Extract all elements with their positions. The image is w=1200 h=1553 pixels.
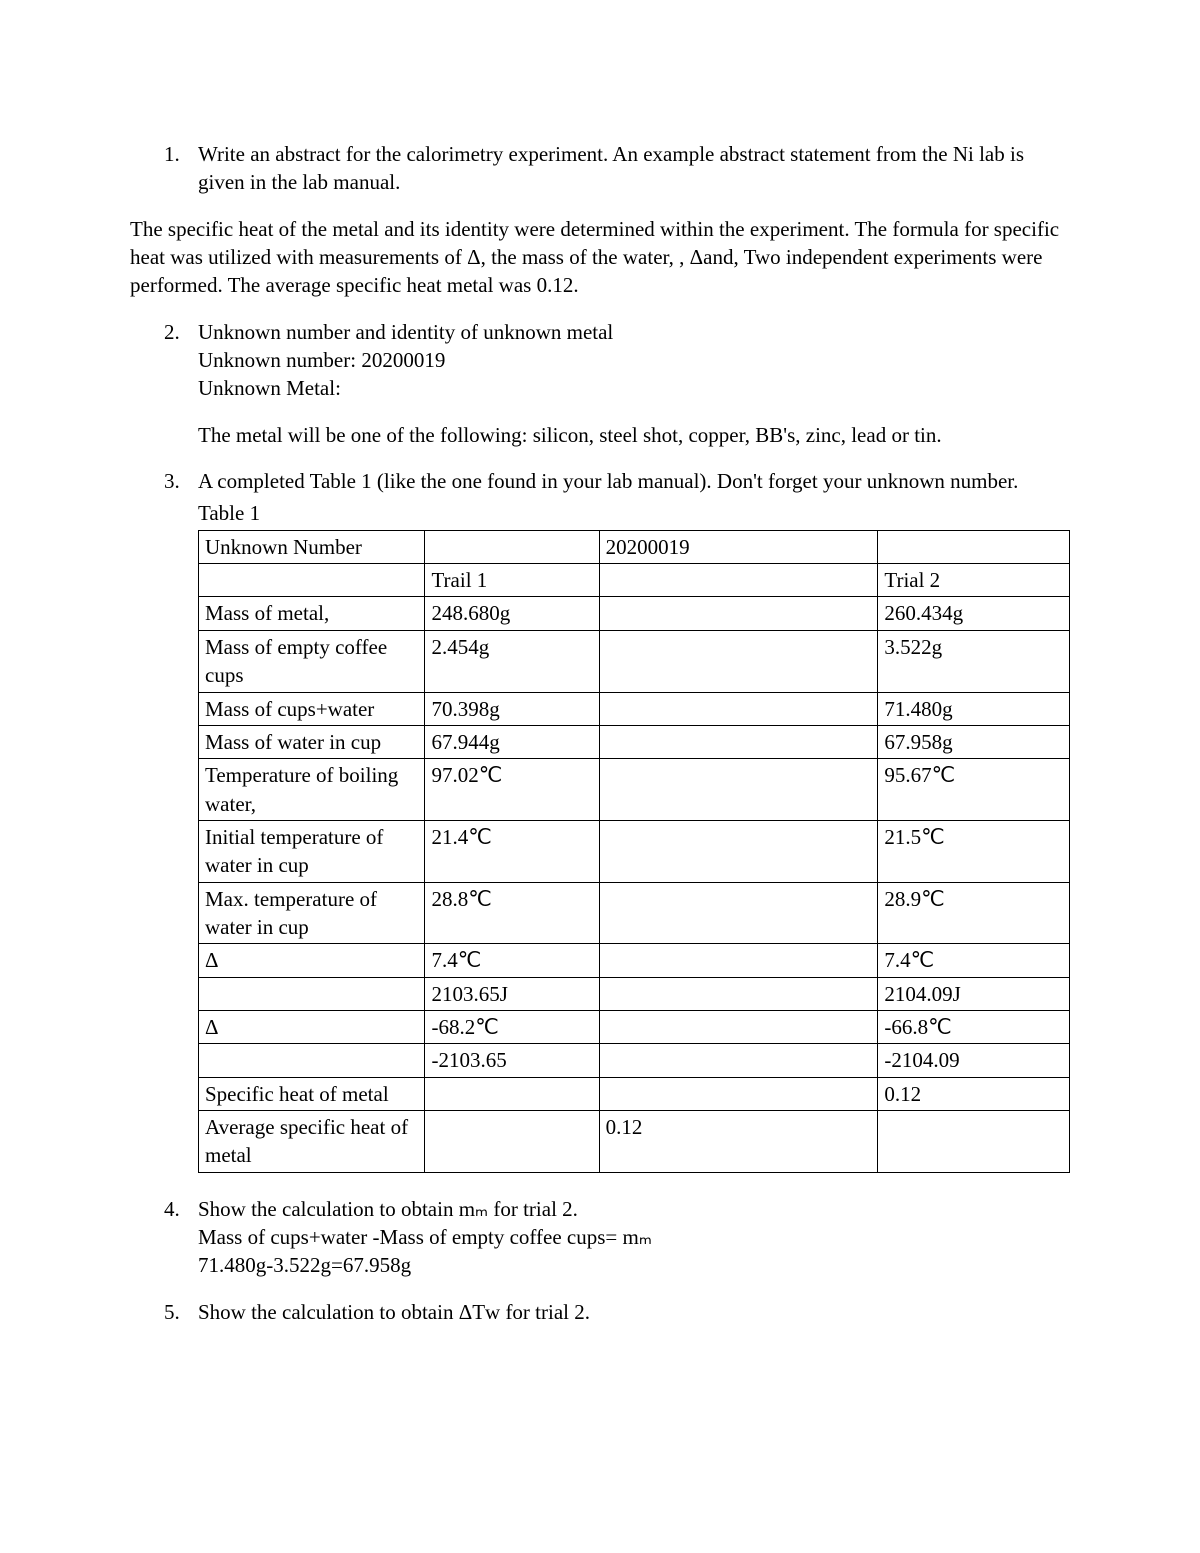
table-cell: Temperature of boiling water,: [199, 759, 425, 821]
table-cell: [599, 692, 878, 725]
table-row: Δ-68.2℃ -66.8℃: [199, 1010, 1070, 1043]
table-cell: [878, 530, 1070, 563]
table-cell: 97.02℃: [425, 759, 599, 821]
table-row: Unknown Number 20200019: [199, 530, 1070, 563]
question-4: 4. Show the calculation to obtain mₘ for…: [130, 1195, 1070, 1280]
table-cell: 71.480g: [878, 692, 1070, 725]
table-cell: 2.454g: [425, 630, 599, 692]
table-cell: Average specific heat of metal: [199, 1110, 425, 1172]
table-cell: 2103.65J: [425, 977, 599, 1010]
table-cell: 0.12: [878, 1077, 1070, 1110]
table-cell: 2104.09J: [878, 977, 1070, 1010]
table-row: Trail 1 Trial 2: [199, 564, 1070, 597]
table-cell: -66.8℃: [878, 1010, 1070, 1043]
question-2: 2. Unknown number and identity of unknow…: [130, 318, 1070, 449]
question-5-prompt: Show the calculation to obtain ΔTᴡ for t…: [198, 1298, 1070, 1326]
table-cell: Δ: [199, 944, 425, 977]
table-row: Mass of cups+water70.398g 71.480g: [199, 692, 1070, 725]
table-cell: [599, 759, 878, 821]
table-cell: [599, 820, 878, 882]
table-cell: [199, 1044, 425, 1077]
table-cell: Unknown Number: [199, 530, 425, 563]
table-cell: 95.67℃: [878, 759, 1070, 821]
list-number: 2.: [130, 318, 198, 449]
table-cell: [599, 977, 878, 1010]
table-cell: Mass of water in cup: [199, 725, 425, 758]
table-cell: Trial 2: [878, 564, 1070, 597]
table-cell: 28.9℃: [878, 882, 1070, 944]
table-cell: -2103.65: [425, 1044, 599, 1077]
question-4-prompt: Show the calculation to obtain mₘ for tr…: [198, 1195, 1070, 1223]
table-cell: [425, 1077, 599, 1110]
question-2-line: Unknown number: 20200019: [198, 346, 1070, 374]
list-number: 4.: [130, 1195, 198, 1280]
table-cell: Trail 1: [425, 564, 599, 597]
question-3-prompt: A completed Table 1 (like the one found …: [198, 467, 1070, 495]
table-row: Max. temperature of water in cup28.8℃ 28.…: [199, 882, 1070, 944]
table-cell: 21.5℃: [878, 820, 1070, 882]
table-cell: 7.4℃: [425, 944, 599, 977]
table-cell: 3.522g: [878, 630, 1070, 692]
table-cell: 21.4℃: [425, 820, 599, 882]
table-cell: [599, 725, 878, 758]
table-row: Mass of metal,248.680g 260.434g: [199, 597, 1070, 630]
table-cell: 20200019: [599, 530, 878, 563]
table-cell: [599, 1010, 878, 1043]
table-cell: 7.4℃: [878, 944, 1070, 977]
table-cell: 70.398g: [425, 692, 599, 725]
question-2-prompt: Unknown number and identity of unknown m…: [198, 318, 1070, 346]
table-cell: [599, 1044, 878, 1077]
question-3: 3. A completed Table 1 (like the one fou…: [130, 467, 1070, 1173]
table-cell: -68.2℃: [425, 1010, 599, 1043]
table-row: Mass of empty coffee cups2.454g 3.522g: [199, 630, 1070, 692]
table-caption: Table 1: [198, 499, 1070, 527]
list-number: 1.: [130, 140, 198, 197]
list-number: 3.: [130, 467, 198, 1173]
table-cell: 0.12: [599, 1110, 878, 1172]
table-cell: [599, 882, 878, 944]
table-cell: [199, 564, 425, 597]
question-5: 5. Show the calculation to obtain ΔTᴡ fo…: [130, 1298, 1070, 1326]
question-1: 1. Write an abstract for the calorimetry…: [130, 140, 1070, 197]
question-4-line: 71.480g-3.522g=67.958g: [198, 1251, 1070, 1279]
table-cell: 28.8℃: [425, 882, 599, 944]
table-row: Average specific heat of metal 0.12: [199, 1110, 1070, 1172]
table-row: Specific heat of metal 0.12: [199, 1077, 1070, 1110]
question-2-line: The metal will be one of the following: …: [198, 421, 1070, 449]
table-cell: [425, 1110, 599, 1172]
table-cell: -2104.09: [878, 1044, 1070, 1077]
table-cell: [599, 1077, 878, 1110]
list-number: 5.: [130, 1298, 198, 1326]
table-cell: [599, 597, 878, 630]
table-cell: [425, 530, 599, 563]
question-1-answer: The specific heat of the metal and its i…: [130, 215, 1070, 300]
table-cell: Mass of empty coffee cups: [199, 630, 425, 692]
question-2-line: Unknown Metal:: [198, 374, 1070, 402]
table-cell: 248.680g: [425, 597, 599, 630]
table-cell: 260.434g: [878, 597, 1070, 630]
question-4-line: Mass of cups+water -Mass of empty coffee…: [198, 1223, 1070, 1251]
table-row: Temperature of boiling water,97.02℃ 95.67…: [199, 759, 1070, 821]
table-cell: [199, 977, 425, 1010]
table-cell: 67.958g: [878, 725, 1070, 758]
table-row: Initial temperature of water in cup21.4℃…: [199, 820, 1070, 882]
table-row: Δ7.4℃7.4℃: [199, 944, 1070, 977]
table-cell: [599, 630, 878, 692]
table-cell: Mass of cups+water: [199, 692, 425, 725]
table-row: -2103.65 -2104.09: [199, 1044, 1070, 1077]
table-cell: [599, 944, 878, 977]
question-1-prompt: Write an abstract for the calorimetry ex…: [198, 140, 1070, 197]
table-cell: [599, 564, 878, 597]
table-cell: 67.944g: [425, 725, 599, 758]
table-cell: Mass of metal,: [199, 597, 425, 630]
table-row: 2103.65J 2104.09J: [199, 977, 1070, 1010]
table-cell: Δ: [199, 1010, 425, 1043]
table-cell: [878, 1110, 1070, 1172]
table-row: Mass of water in cup67.944g 67.958g: [199, 725, 1070, 758]
table-cell: Initial temperature of water in cup: [199, 820, 425, 882]
table-cell: Specific heat of metal: [199, 1077, 425, 1110]
data-table: Unknown Number20200019Trail 1Trial 2Mass…: [198, 530, 1070, 1173]
table-cell: Max. temperature of water in cup: [199, 882, 425, 944]
